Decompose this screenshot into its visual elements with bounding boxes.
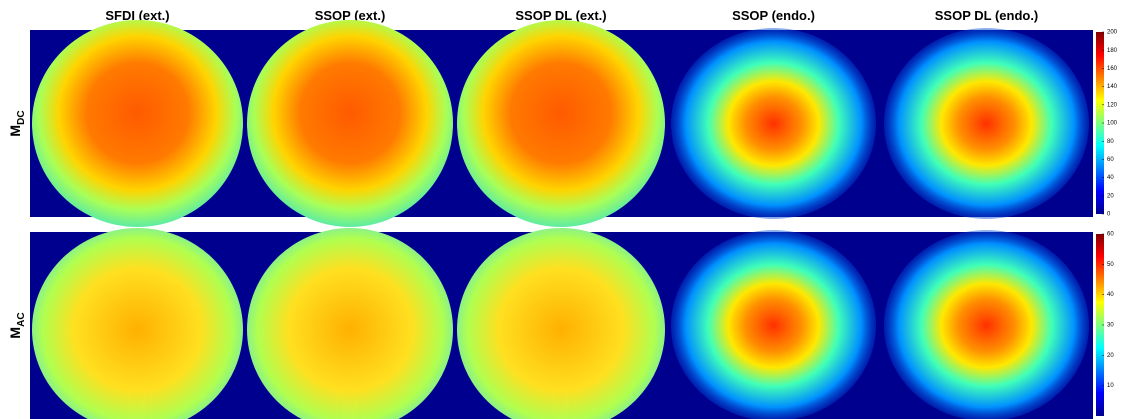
colorbar-tick-label: 60 — [1107, 232, 1114, 238]
colorbar-tick-label: 60 — [1107, 157, 1114, 163]
colorbar-tick-label: 200 — [1107, 30, 1118, 36]
row-label-text: MAC — [7, 312, 27, 338]
colorbar-tick-label: 20 — [1107, 353, 1114, 359]
row-label-main: M — [7, 327, 23, 339]
sample-ext — [32, 228, 243, 419]
colorbar-tick-label: 140 — [1107, 84, 1118, 90]
sample-ext — [457, 20, 665, 227]
colorbar-tick-label: 0 — [1107, 212, 1111, 218]
sample-ext — [457, 228, 665, 419]
colorbar-tick-label: 180 — [1107, 48, 1118, 54]
colorbar-tick-label: 30 — [1107, 323, 1114, 329]
sample-endo — [671, 230, 876, 419]
sample-ext — [32, 20, 243, 227]
row-label-sub: DC — [16, 110, 27, 124]
sample-endo — [671, 28, 876, 219]
colorbar-tick-label: 40 — [1107, 175, 1114, 181]
colorbar-tick-label: 20 — [1107, 193, 1114, 199]
colorbar-tick-label: 160 — [1107, 66, 1118, 72]
sample-ext — [247, 20, 453, 227]
row-label-sub: AC — [16, 312, 27, 326]
colorbar — [1096, 32, 1104, 214]
colorbar-tick-label: 10 — [1107, 383, 1114, 389]
sample-endo — [884, 28, 1089, 219]
column-title: SSOP DL (endo.) — [935, 8, 1039, 23]
column-title: SSOP DL (ext.) — [515, 8, 606, 23]
row-label: MAC — [7, 312, 27, 338]
row-label: MDC — [7, 110, 27, 136]
row-label-text: MDC — [7, 110, 27, 136]
column-title: SFDI (ext.) — [105, 8, 169, 23]
colorbar-tick-label: 50 — [1107, 262, 1114, 268]
colorbar-tick-label: 80 — [1107, 139, 1114, 145]
colorbar — [1096, 234, 1104, 416]
column-title: SSOP (endo.) — [732, 8, 815, 23]
colorbar-tick-label: 40 — [1107, 292, 1114, 298]
colorbar-tick-label: 120 — [1107, 102, 1118, 108]
column-title: SSOP (ext.) — [315, 8, 386, 23]
sample-endo — [884, 230, 1089, 419]
colorbar-tick-label: 100 — [1107, 121, 1118, 127]
sample-ext — [247, 228, 453, 419]
row-label-main: M — [7, 125, 23, 137]
